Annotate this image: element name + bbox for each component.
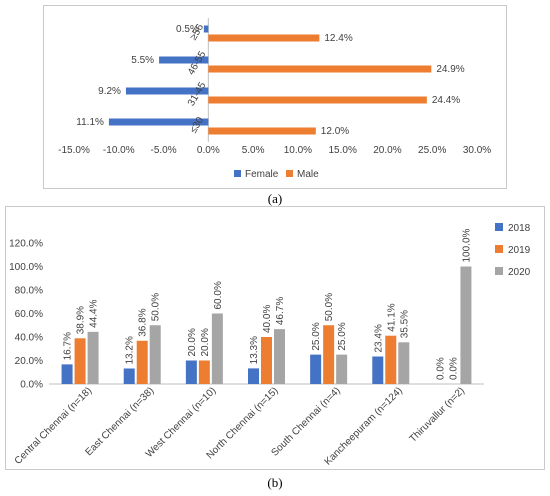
bar-2020-0 [87, 331, 99, 384]
y-tick-label: 60.0% [15, 309, 43, 320]
bar-2018-2 [185, 360, 197, 384]
bar-female-1 [159, 56, 209, 64]
data-label-male: 24.9% [436, 64, 464, 75]
bar-male-2 [208, 96, 427, 104]
bar-male-1 [208, 65, 432, 73]
category-label: Central Chennai (n=18) [13, 385, 94, 466]
data-label: 44.4% [89, 299, 100, 327]
bar-2020-4 [336, 354, 348, 384]
legend-swatch-male [286, 170, 293, 177]
data-label-female: 0.5% [176, 24, 199, 35]
bar-2018-0 [61, 364, 73, 384]
region-year-chart: 0.0% 20.0% 40.0% 60.0% 80.0% 100.0% 120.0% 16.7… [9, 223, 531, 468]
data-label: 35.5% [399, 310, 410, 338]
bar-2018-4 [310, 354, 322, 384]
data-label: 40.0% [262, 305, 273, 333]
data-label: 46.7% [275, 297, 286, 325]
x-tick-label: 0.0% [197, 145, 220, 156]
bar-2018-3 [248, 368, 259, 384]
x-tick-label: 25.0% [418, 145, 446, 156]
x-tick-label: -5.0% [150, 145, 176, 156]
bar-male-3 [208, 127, 316, 135]
category-label: West Chennai (n=10) [144, 385, 219, 460]
category-label: ≤30 [188, 115, 206, 135]
x-tick-label: -10.0% [103, 145, 135, 156]
caption-b: (b) [267, 475, 283, 490]
x-tick-label: 15.0% [328, 145, 356, 156]
chart-panel-b: 0.0% 20.0% 40.0% 60.0% 80.0% 100.0% 120.0% 16.7… [5, 206, 545, 470]
data-label: 13.3% [249, 336, 260, 364]
y-tick-label: 20.0% [15, 356, 43, 367]
bar-female-2 [125, 87, 209, 95]
bar-2020-1 [149, 325, 161, 384]
data-label: 60.0% [213, 281, 224, 309]
y-tick-label: 0.0% [20, 380, 43, 391]
data-label-female: 11.1% [76, 117, 104, 128]
data-label: 16.7% [63, 332, 74, 360]
legend-swatch-female [234, 170, 241, 177]
legend-label-2019: 2019 [508, 245, 531, 256]
bar-female-0 [203, 25, 209, 33]
data-label: 23.4% [373, 324, 384, 352]
caption-a: (a) [267, 191, 283, 206]
legend-label-2018: 2018 [508, 223, 531, 234]
data-label-female: 5.5% [131, 55, 154, 66]
legend-label-male: Male [297, 169, 319, 180]
data-label: 25.0% [311, 322, 322, 350]
bar-2018-1 [123, 368, 135, 384]
data-label-male: 24.4% [432, 95, 460, 106]
data-label: 41.1% [386, 303, 397, 331]
data-label-male: 12.0% [321, 126, 349, 137]
legend-label-female: Female [245, 169, 279, 180]
bar-male-0 [208, 34, 320, 42]
bar-2019-5 [385, 335, 397, 384]
bar-2020-6 [460, 266, 472, 384]
data-label: 20.0% [200, 328, 211, 356]
data-label: 38.9% [76, 306, 87, 334]
y-tick-label: 80.0% [15, 286, 43, 297]
legend-swatch-2018 [495, 223, 503, 231]
y-tick-label: 120.0% [9, 239, 43, 250]
bar-female-3 [108, 118, 209, 126]
bar-2019-1 [136, 340, 148, 384]
y-tick-label: 100.0% [9, 262, 43, 273]
chart-panel-a: 0.5% 12.4% ≥56 5.5% 24.9% 46-55 9.2% 24.4% 31-45… [43, 5, 507, 189]
data-label-male: 12.4% [324, 33, 352, 44]
category-label: South Chennai (n=4) [270, 385, 343, 458]
x-tick-label: 10.0% [284, 145, 312, 156]
bar-2020-3 [274, 329, 285, 384]
legend-swatch-2019 [495, 245, 503, 253]
bar-2020-5 [398, 342, 410, 384]
bar-2019-3 [261, 337, 272, 384]
data-label: 36.8% [138, 308, 149, 336]
data-label: 25.0% [337, 322, 348, 350]
data-label: 50.0% [324, 293, 335, 321]
data-label: 0.0% [448, 357, 459, 380]
data-label-female: 9.2% [98, 86, 121, 97]
x-tick-label: 5.0% [242, 145, 265, 156]
category-label: East Chennai (n=38) [83, 385, 156, 458]
x-tick-label: 20.0% [373, 145, 401, 156]
bar-2018-5 [372, 356, 384, 384]
bar-2019-2 [198, 360, 210, 384]
category-label: Thiruvallur (n=2) [408, 385, 467, 444]
data-label: 20.0% [187, 328, 198, 356]
y-tick-label: 40.0% [15, 333, 43, 344]
x-tick-label: 30.0% [463, 145, 491, 156]
bar-2019-4 [323, 325, 335, 384]
bar-2019-0 [74, 338, 86, 384]
x-tick-label: -15.0% [58, 145, 90, 156]
legend-swatch-2020 [495, 267, 503, 275]
bar-2020-2 [211, 313, 223, 384]
data-label: 50.0% [151, 293, 162, 321]
data-label: 0.0% [435, 357, 446, 380]
age-gender-chart: 0.5%12.4%≥565.5%24.9%46-559.2%24.4%31-45… [58, 18, 491, 180]
data-label: 13.2% [125, 336, 136, 364]
legend-label-2020: 2020 [508, 267, 531, 278]
data-label: 100.0% [461, 228, 472, 262]
